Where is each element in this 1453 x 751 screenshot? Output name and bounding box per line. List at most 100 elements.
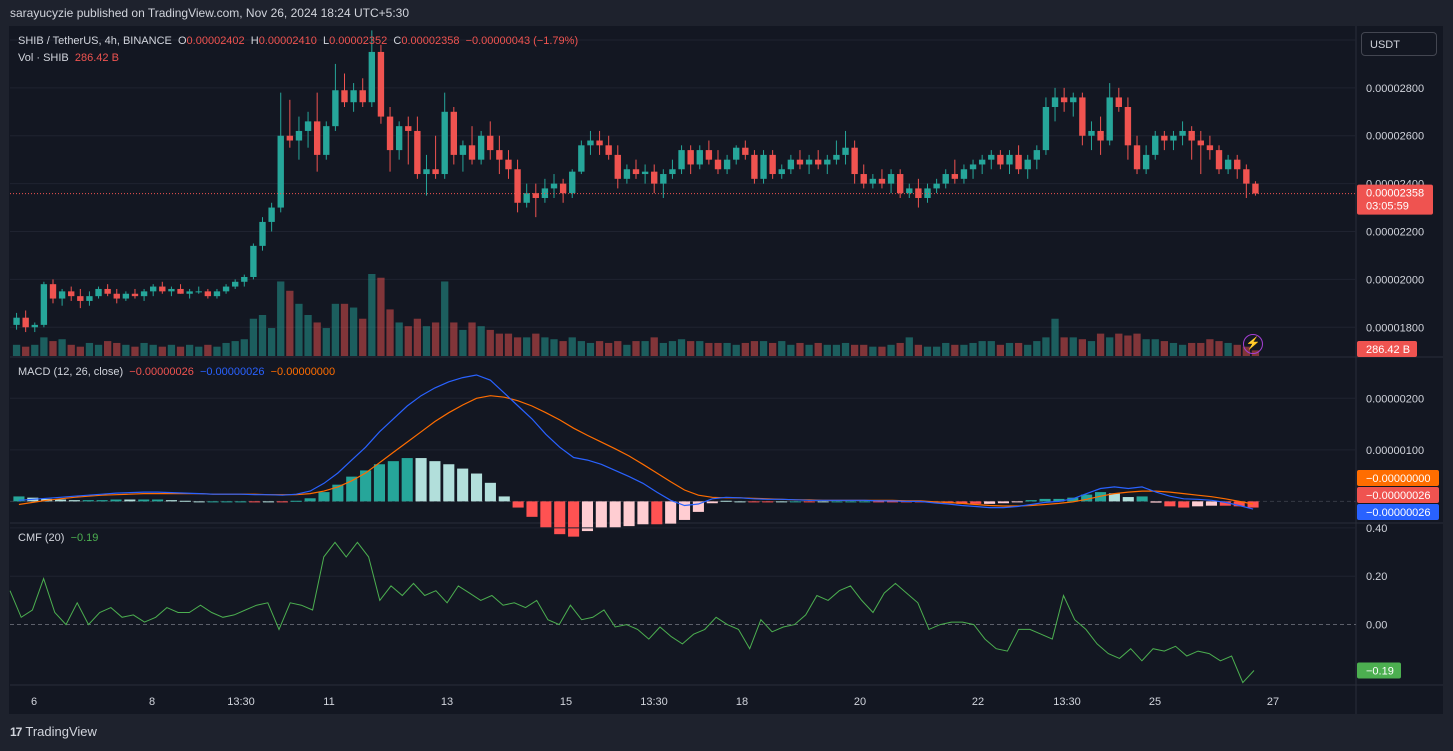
candle-body bbox=[295, 130, 303, 141]
price-tag-value: 0.00002358 bbox=[1366, 188, 1424, 200]
macd-hist-bar bbox=[720, 500, 732, 502]
candle-body bbox=[1006, 154, 1013, 165]
volume-bar bbox=[768, 342, 777, 356]
volume-bar bbox=[978, 341, 986, 356]
volume-bar bbox=[67, 344, 75, 356]
candle-body bbox=[222, 286, 230, 292]
candle-body bbox=[459, 145, 467, 155]
macd-hist-bar bbox=[637, 501, 649, 525]
volume-bar bbox=[1178, 344, 1187, 356]
tradingview-logo-icon: 17 bbox=[10, 724, 22, 739]
candle-body bbox=[95, 288, 102, 297]
candle-body bbox=[259, 221, 266, 246]
volume-bar bbox=[322, 328, 330, 356]
price-axis-label: 0.00002600 bbox=[1366, 131, 1424, 143]
volume-bar bbox=[641, 341, 649, 356]
candle-body bbox=[796, 159, 804, 165]
volume-bar bbox=[295, 303, 303, 356]
volume-bar bbox=[413, 318, 422, 356]
candle-body bbox=[241, 276, 248, 282]
volume-bar bbox=[386, 309, 394, 356]
symbol-label[interactable]: SHIB / TetherUS, 4h, BINANCE bbox=[18, 35, 172, 47]
main-legend: SHIB / TetherUS, 4h, BINANCE O0.00002402… bbox=[18, 35, 578, 47]
candle-body bbox=[906, 188, 913, 194]
volume-bar bbox=[677, 339, 686, 356]
volume-bar bbox=[632, 341, 640, 356]
cmf-axis-label: 0.40 bbox=[1366, 523, 1387, 535]
volume-bar bbox=[185, 344, 194, 356]
currency-button[interactable]: USDT bbox=[1361, 32, 1437, 56]
open-label: O bbox=[177, 35, 187, 47]
macd-hist-bar bbox=[970, 501, 982, 504]
volume-bar bbox=[550, 339, 558, 356]
macd-hist-bar bbox=[706, 501, 718, 504]
volume-bar bbox=[468, 322, 476, 356]
candle-body bbox=[842, 147, 849, 155]
candle-body bbox=[450, 111, 457, 155]
candle-body bbox=[22, 317, 29, 328]
macd-hist-bar bbox=[387, 461, 399, 502]
macd-hist-bar bbox=[290, 500, 302, 502]
candle-body bbox=[1024, 159, 1031, 170]
volume-bar bbox=[723, 342, 731, 356]
candle-body bbox=[496, 150, 503, 160]
volume-bar bbox=[441, 281, 449, 356]
candle-body bbox=[31, 324, 38, 328]
candle-body bbox=[104, 288, 111, 294]
volume-bar bbox=[140, 342, 148, 356]
volume-bar bbox=[1042, 337, 1050, 356]
time-axis-label: 13:30 bbox=[640, 696, 668, 708]
volume-bar bbox=[1060, 337, 1068, 356]
candle-body bbox=[1170, 135, 1177, 141]
macd-hist-bar bbox=[1150, 501, 1162, 503]
candle-body bbox=[177, 288, 184, 294]
candle-body bbox=[641, 171, 649, 175]
candle-body bbox=[1234, 159, 1241, 170]
volume-bar bbox=[696, 341, 704, 356]
volume-bar bbox=[896, 342, 904, 356]
low-label: L bbox=[323, 35, 330, 47]
volume-bar bbox=[1033, 341, 1041, 356]
macd-hist-bar bbox=[803, 501, 815, 503]
candle-body bbox=[1215, 150, 1223, 170]
volume-bar bbox=[541, 337, 549, 356]
volume-bar bbox=[942, 342, 950, 356]
volume-bar bbox=[614, 341, 622, 356]
candle-body bbox=[1179, 130, 1186, 136]
macd-hist-bar bbox=[207, 501, 219, 503]
volume-bar bbox=[267, 328, 276, 356]
candle-body bbox=[195, 291, 202, 293]
macd-hist-bar bbox=[512, 501, 524, 508]
volume-bar bbox=[523, 337, 531, 356]
cmf-axis-label: 0.20 bbox=[1366, 571, 1387, 583]
macd-hist-bar bbox=[484, 482, 496, 502]
candle-body bbox=[514, 169, 521, 203]
candle-body bbox=[13, 317, 20, 325]
volume-bar bbox=[313, 322, 321, 356]
cmf-value: −0.19 bbox=[70, 532, 99, 544]
macd-legend: MACD (12, 26, close) −0.00000026 −0.0000… bbox=[18, 366, 335, 378]
time-axis-label: 27 bbox=[1267, 696, 1279, 708]
candle-body bbox=[168, 288, 175, 292]
footer-brand[interactable]: 17 TradingView bbox=[10, 724, 97, 739]
cmf-label[interactable]: CMF (20) bbox=[18, 532, 65, 544]
volume-label[interactable]: Vol · SHIB bbox=[18, 52, 69, 64]
candle-body bbox=[323, 126, 330, 155]
candle-body bbox=[705, 150, 713, 160]
candle-body bbox=[1033, 150, 1041, 160]
macd-hist-bar bbox=[235, 501, 247, 503]
volume-bar bbox=[422, 326, 431, 356]
cmf-line bbox=[9, 541, 1255, 684]
lightning-icon[interactable]: ⚡ bbox=[1243, 334, 1263, 354]
macd-hist-bar bbox=[1233, 501, 1245, 507]
change-value: −0.00000043 (−1.79%) bbox=[465, 35, 579, 47]
macd-label[interactable]: MACD (12, 26, close) bbox=[18, 366, 124, 378]
candle-body bbox=[623, 169, 631, 179]
candle-body bbox=[632, 169, 640, 175]
candle-body bbox=[1206, 145, 1214, 151]
macd-hist-bar bbox=[692, 501, 704, 512]
candle-body bbox=[550, 183, 558, 189]
volume-bar bbox=[1197, 342, 1205, 356]
volume-bar bbox=[85, 342, 94, 356]
